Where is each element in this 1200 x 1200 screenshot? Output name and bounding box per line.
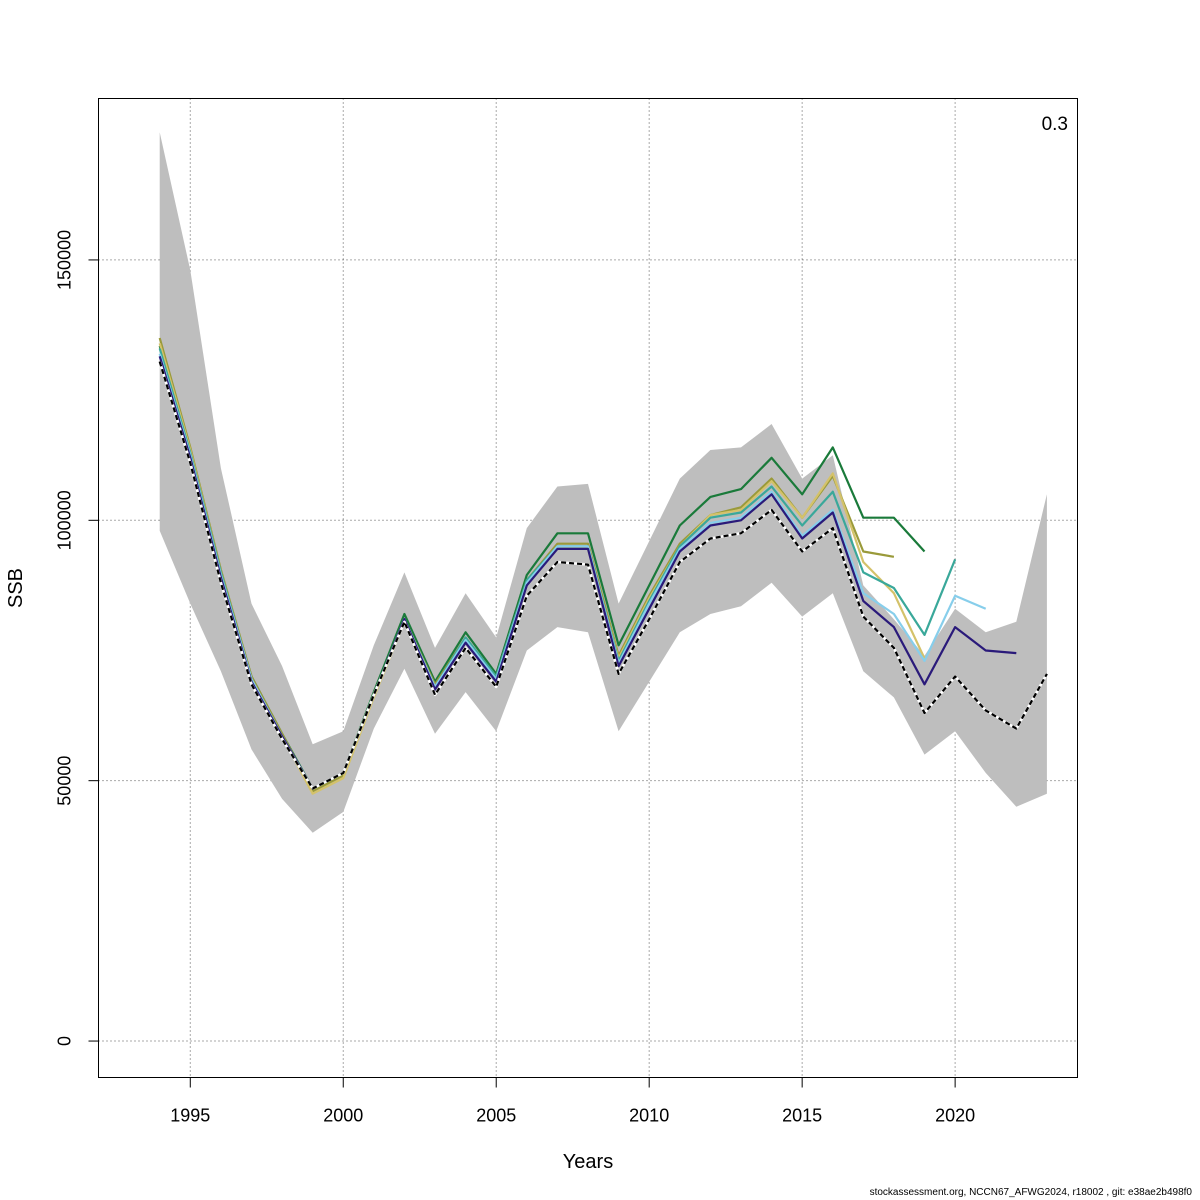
y-axis-label: SSB	[5, 568, 27, 608]
x-axis-label: Years	[563, 1151, 613, 1173]
y-tick-label: 100000	[55, 490, 75, 550]
y-tick-label: 50000	[55, 756, 75, 806]
y-tick-label: 150000	[55, 230, 75, 290]
x-tick-label: 2005	[476, 1106, 516, 1126]
x-tick-label: 2020	[935, 1106, 975, 1126]
plot-frame	[98, 98, 1078, 1078]
confidence-band	[159, 132, 1047, 833]
x-tick-label: 1995	[170, 1106, 210, 1126]
y-tick-label: 0	[55, 1036, 75, 1046]
x-tick-label: 2000	[323, 1106, 363, 1126]
footer-note: stockassessment.org, NCCN67_AFWG2024, r1…	[869, 1187, 1192, 1198]
corner-label: 0.3	[1042, 114, 1068, 135]
x-tick-label: 2015	[782, 1106, 822, 1126]
confidence-band-layer	[159, 132, 1047, 833]
series-layer	[158, 337, 1049, 795]
series-line-2023	[158, 361, 1048, 790]
x-tick-label: 2010	[629, 1106, 669, 1126]
axis-layer: 1995 2000 2005 2010 2015 2020 0 50000 100000 1500…	[55, 230, 976, 1126]
